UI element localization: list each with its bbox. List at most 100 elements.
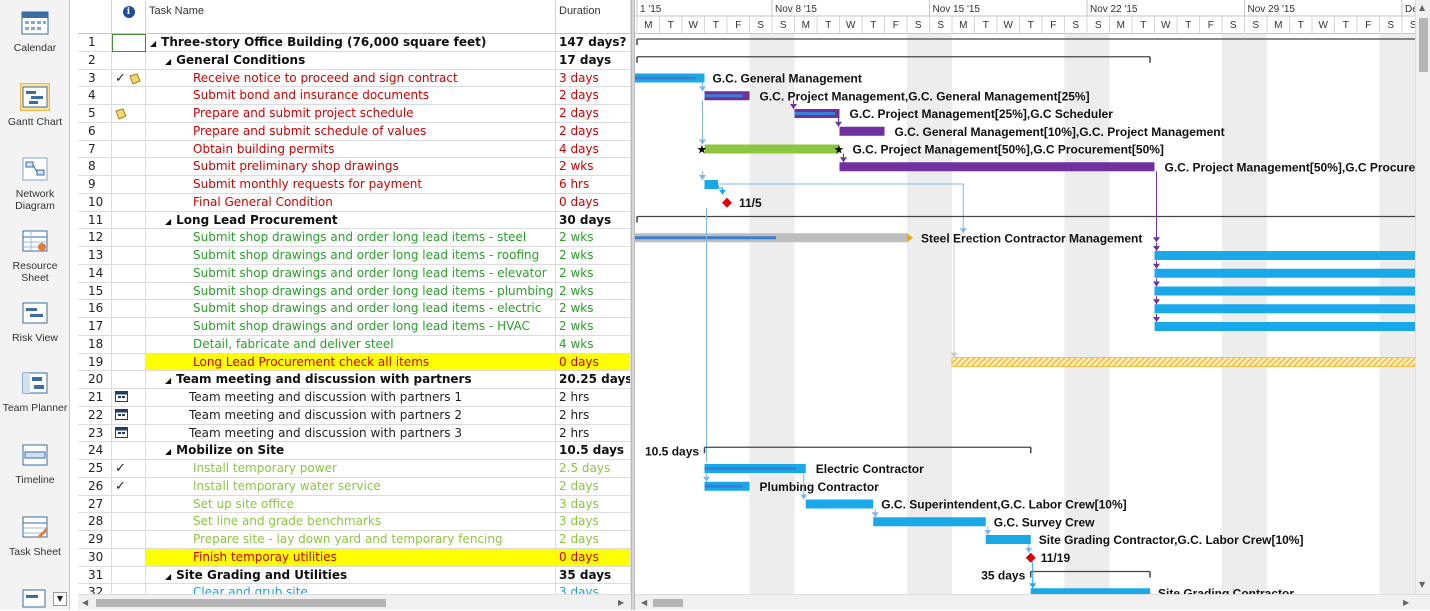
row-id[interactable]: 21 [78, 389, 112, 407]
table-row[interactable]: 25 ✓ Install temporary power 2.5 days [78, 460, 631, 478]
row-id[interactable]: 3 [78, 69, 112, 88]
scroll-thumb[interactable] [1419, 18, 1428, 72]
task-name[interactable]: Prepare and submit schedule of values [146, 122, 556, 141]
row-id[interactable]: 22 [78, 406, 112, 425]
task-duration[interactable]: 2 wks [556, 264, 631, 283]
table-row[interactable]: 31 ◢ Site Grading and Utilities 35 days [78, 566, 631, 585]
row-id[interactable]: 23 [78, 424, 112, 443]
scroll-right-icon[interactable]: ▶ [1403, 598, 1410, 607]
gantt-horizontal-scrollbar[interactable]: ◀ ▶ [635, 594, 1430, 610]
task-name[interactable]: Team meeting and discussion with partner… [146, 389, 556, 407]
view-gantt-chart[interactable]: Gantt Chart [0, 83, 70, 136]
table-row[interactable]: 29 Prepare site - lay down yard and tempo… [78, 531, 631, 549]
scroll-up-icon[interactable]: ▲ [1419, 3, 1426, 12]
task-name[interactable]: Submit shop drawings and order long lead… [146, 282, 556, 301]
table-row[interactable]: 28 Set line and grade benchmarks 3 days [78, 513, 631, 531]
table-row[interactable]: 27 Set up site office 3 days [78, 495, 631, 514]
table-row[interactable]: 17 Submit shop drawings and order long le… [78, 318, 631, 336]
view-team-planner[interactable]: Team Planner [0, 370, 70, 430]
task-duration[interactable]: 35 days [556, 566, 631, 585]
table-horizontal-scrollbar[interactable]: ◀ ▶ [78, 594, 631, 610]
view-network-diagram[interactable]: Network Diagram [0, 156, 70, 214]
task-duration[interactable]: 2 days [556, 122, 631, 141]
task-duration[interactable]: 0 days [556, 353, 631, 372]
table-row[interactable]: 22 Team meeting and discussion with partn… [78, 406, 631, 425]
scroll-thumb[interactable] [653, 599, 683, 607]
table-row[interactable]: 19 Long Lead Procurement check all items 0… [78, 353, 631, 372]
table-row[interactable]: 4 Submit bond and insurance documents 2 da… [78, 87, 631, 105]
row-id[interactable]: 26 [78, 477, 112, 496]
collapse-triangle-icon[interactable]: ◢ [165, 56, 172, 66]
table-row[interactable]: 7 Obtain building permits 4 days [78, 140, 631, 159]
collapse-triangle-icon[interactable]: ◢ [165, 447, 172, 457]
header-duration[interactable]: Duration [556, 0, 631, 34]
scroll-thumb[interactable] [96, 599, 386, 607]
table-row[interactable]: 13 Submit shop drawings and order long le… [78, 247, 631, 265]
task-name[interactable]: Prepare and submit project schedule [146, 105, 556, 123]
task-name[interactable]: Long Lead Procurement check all items [146, 353, 556, 372]
task-duration[interactable]: 4 days [556, 140, 631, 159]
row-id[interactable]: 29 [78, 531, 112, 549]
table-row[interactable]: 1 ◢ Three-story Office Building (76,000 sq… [78, 34, 631, 52]
row-id[interactable]: 20 [78, 371, 112, 389]
task-duration[interactable]: 2 days [556, 87, 631, 105]
task-duration[interactable]: 2 wks [556, 300, 631, 318]
table-row[interactable]: 24 ◢ Mobilize on Site 10.5 days [78, 442, 631, 460]
task-duration[interactable]: 2 days [556, 531, 631, 549]
scroll-right-icon[interactable]: ▶ [618, 598, 625, 607]
row-id[interactable]: 25 [78, 460, 112, 478]
task-name[interactable]: ◢ Team meeting and discussion with partne… [146, 371, 556, 389]
row-id[interactable]: 28 [78, 513, 112, 531]
table-row[interactable]: 16 Submit shop drawings and order long le… [78, 300, 631, 318]
task-duration[interactable]: 2 wks [556, 158, 631, 176]
task-name[interactable]: Install temporary water service [146, 477, 556, 496]
task-duration[interactable]: 0 days [556, 548, 631, 567]
row-id[interactable]: 18 [78, 335, 112, 354]
table-row[interactable]: 2 ◢ General Conditions 17 days [78, 51, 631, 70]
scroll-down-icon[interactable]: ▼ [1419, 580, 1426, 589]
table-row[interactable]: 8 Submit preliminary shop drawings 2 wks [78, 158, 631, 176]
table-row[interactable]: 10 Final General Condition 0 days [78, 193, 631, 212]
row-id[interactable]: 15 [78, 282, 112, 301]
row-id[interactable]: 10 [78, 193, 112, 212]
task-name[interactable]: Submit shop drawings and order long lead… [146, 229, 556, 247]
collapse-triangle-icon[interactable]: ◢ [165, 216, 172, 226]
task-name[interactable]: Obtain building permits [146, 140, 556, 159]
row-id[interactable]: 19 [78, 353, 112, 372]
task-name[interactable]: Submit shop drawings and order long lead… [146, 264, 556, 283]
task-name[interactable]: Set up site office [146, 495, 556, 514]
task-duration[interactable]: 2 wks [556, 318, 631, 336]
row-id[interactable]: 2 [78, 51, 112, 70]
table-row[interactable]: 12 Submit shop drawings and order long le… [78, 229, 631, 247]
task-name[interactable]: Detail, fabricate and deliver steel [146, 335, 556, 354]
task-name[interactable]: Set line and grade benchmarks [146, 513, 556, 531]
task-name[interactable]: Team meeting and discussion with partner… [146, 406, 556, 425]
task-name[interactable]: Submit shop drawings and order long lead… [146, 247, 556, 265]
task-name[interactable]: ◢ Mobilize on Site [146, 442, 556, 460]
task-duration[interactable]: 17 days [556, 51, 631, 70]
row-id[interactable]: 11 [78, 211, 112, 230]
collapse-triangle-icon[interactable]: ◢ [150, 39, 157, 48]
task-duration[interactable]: 20.25 days [556, 371, 631, 389]
table-row[interactable]: 18 Detail, fabricate and deliver steel 4 w… [78, 335, 631, 354]
task-name[interactable]: ◢ Three-story Office Building (76,000 squ… [146, 34, 556, 52]
task-duration[interactable]: 2 hrs [556, 424, 631, 443]
collapse-triangle-icon[interactable]: ◢ [165, 376, 172, 386]
table-row[interactable]: 3 ✓ Receive notice to proceed and sign con… [78, 69, 631, 88]
table-row[interactable]: 6 Prepare and submit schedule of values 2 … [78, 122, 631, 141]
table-row[interactable]: 23 Team meeting and discussion with partn… [78, 424, 631, 443]
row-id[interactable]: 17 [78, 318, 112, 336]
view-task-sheet[interactable]: Task Sheet [0, 514, 70, 566]
task-duration[interactable]: 2 hrs [556, 389, 631, 407]
task-name[interactable]: ◢ Site Grading and Utilities [146, 566, 556, 585]
row-id[interactable]: 5 [78, 105, 112, 123]
row-id[interactable]: 9 [78, 176, 112, 194]
view-more[interactable] [0, 586, 70, 610]
view-splitter[interactable] [631, 0, 635, 610]
task-duration[interactable]: 10.5 days [556, 442, 631, 460]
view-timeline[interactable]: Timeline [0, 442, 70, 494]
view-calendar[interactable]: Calendar [0, 10, 70, 62]
task-duration[interactable]: 2.5 days [556, 460, 631, 478]
task-name[interactable]: ◢ General Conditions [146, 51, 556, 70]
task-duration[interactable]: 2 days [556, 105, 631, 123]
